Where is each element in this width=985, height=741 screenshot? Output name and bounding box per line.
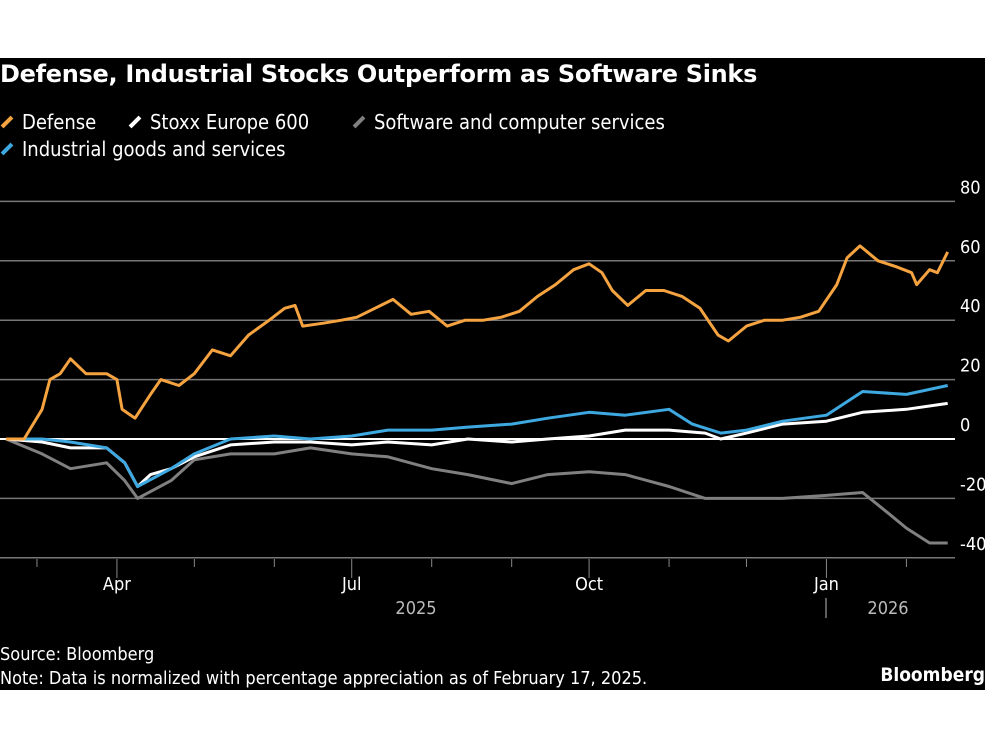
legend-item-stoxx: Stoxx Europe 600 — [128, 110, 309, 134]
year-label: 2026 — [867, 598, 908, 619]
x-tick-label: Oct — [575, 574, 603, 595]
x-tick-label: Jul — [341, 574, 362, 595]
legend-label: Industrial goods and services — [22, 137, 286, 161]
legend-item-software: Software and computer services — [352, 110, 665, 134]
y-tick-label: 80 — [960, 177, 981, 198]
y-tick-label: 20 — [960, 356, 981, 377]
y-tick-label: -20 — [960, 474, 985, 495]
y-tick-label: 60 — [960, 237, 981, 258]
y-tick-label: 0 — [960, 415, 970, 436]
x-tick-label: Jan — [813, 574, 839, 595]
chart-panel: Defense, Industrial Stocks Outperform as… — [0, 58, 985, 690]
y-tick-label: -40 — [960, 534, 985, 555]
legend-item-defense: Defense — [0, 110, 96, 134]
data-note: Note: Data is normalized with percentage… — [0, 668, 648, 689]
series-line-software-and-computer-services — [5, 437, 948, 545]
year-label: 2025 — [395, 598, 436, 619]
legend-item-industrial: Industrial goods and services — [0, 137, 285, 161]
x-tick-label: Apr — [103, 574, 131, 595]
y-tick-label: 40 — [960, 296, 981, 317]
source-note: Source: Bloomberg — [0, 644, 155, 665]
chart-title: Defense, Industrial Stocks Outperform as… — [0, 60, 758, 88]
bloomberg-logo: Bloomberg — [880, 664, 985, 686]
legend-label: Stoxx Europe 600 — [150, 110, 310, 134]
series-line-industrial-goods-and-services — [6, 384, 949, 488]
series-line-stoxx-europe-600 — [5, 401, 948, 488]
legend-label: Software and computer services — [374, 110, 665, 134]
series-line-defense — [6, 244, 950, 441]
legend-label: Defense — [22, 110, 97, 134]
